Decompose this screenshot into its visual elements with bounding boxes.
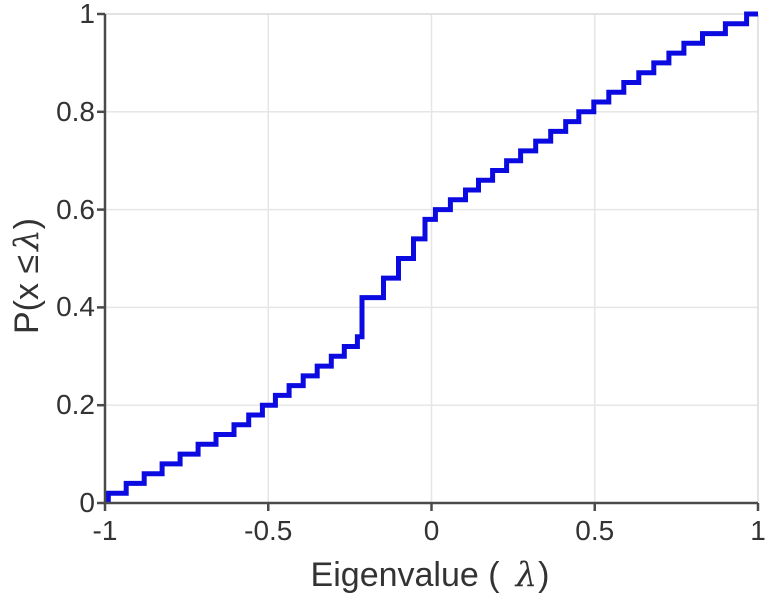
x-tick-label: 0.5 bbox=[575, 515, 615, 546]
lambda-symbol: λ bbox=[515, 555, 538, 595]
y-tick-label: 0 bbox=[79, 487, 95, 518]
x-axis-label-text: Eigenvalue ( bbox=[310, 556, 500, 594]
x-axis-label-close: ) bbox=[538, 556, 550, 594]
y-tick-label: 1 bbox=[79, 0, 95, 29]
y-tick-label: 0.4 bbox=[56, 291, 95, 323]
y-tick-label: 0.6 bbox=[56, 193, 95, 225]
x-tick-label: -1 bbox=[92, 515, 118, 546]
ecdf-curve bbox=[105, 11, 758, 503]
x-tick-label: 0 bbox=[423, 515, 440, 546]
y-tick-label: 0.2 bbox=[56, 389, 95, 421]
y-tick-label: 0.8 bbox=[56, 95, 95, 127]
lambda-symbol: λ bbox=[7, 229, 47, 251]
x-tick-label: 1 bbox=[750, 515, 766, 546]
x-tick-label: -0.5 bbox=[244, 515, 293, 546]
x-axis-label: Eigenvalue ( λ) bbox=[311, 558, 550, 592]
